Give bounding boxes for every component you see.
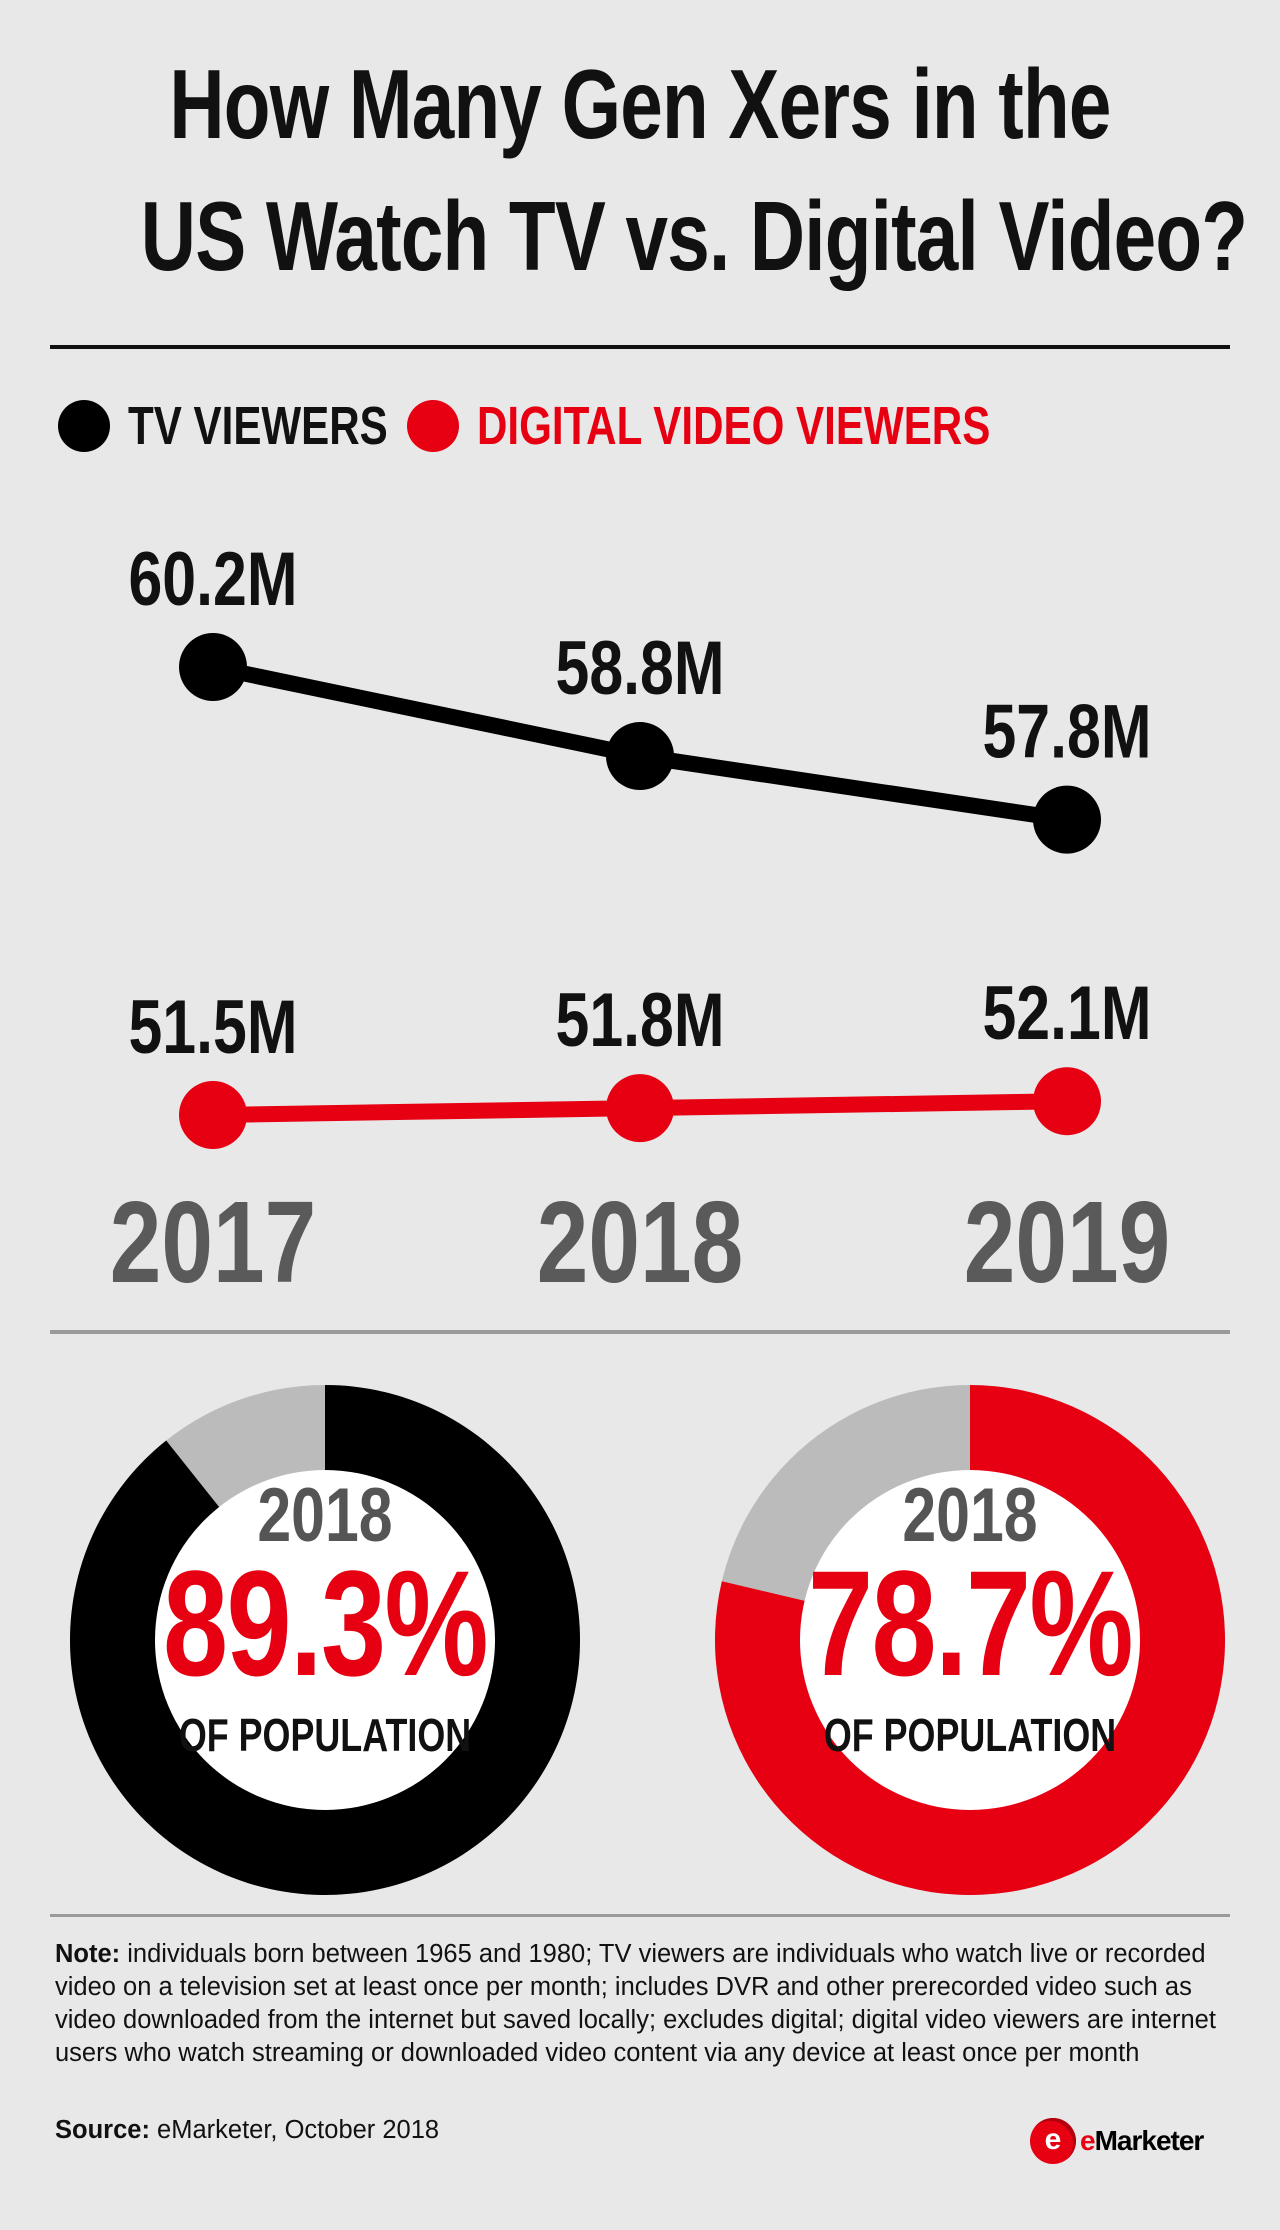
legend-item-tv: TV VIEWERS	[58, 396, 461, 456]
donut-svg-tv	[69, 1385, 581, 1895]
donut-svg-digital	[715, 1385, 1225, 1895]
x-tick-label-2019: 2019	[964, 1178, 1170, 1307]
title-line-2: US Watch TV vs. Digital Video?	[140, 181, 1248, 291]
line-chart: 60.2M 58.8M 57.8M 51.5M 51.8M 52.1M 2017 2018 20…	[110, 537, 1170, 1308]
data-point-digital-2018	[606, 1074, 674, 1143]
legend-label-tv: TV VIEWERS	[128, 396, 388, 456]
page-title: How Many Gen Xers in the US Watch TV vs.…	[140, 38, 1248, 302]
source-text: Source: eMarketer, October 2018	[55, 2116, 439, 2145]
donut-hole-digital	[800, 1470, 1140, 1810]
donut-caption-digital: OF POPULATION	[823, 1709, 1117, 1761]
data-label-tv-2017: 60.2M	[129, 537, 298, 622]
donut-caption-tv: OF POPULATION	[178, 1709, 472, 1761]
data-label-digital-2019: 52.1M	[983, 971, 1152, 1056]
donut-year-tv: 2018	[257, 1473, 393, 1558]
donut-percent-tv: 89.3%	[163, 1539, 489, 1707]
wordmark-rest: Marketer	[1094, 2125, 1205, 2156]
wordmark-prefix: e	[1080, 2125, 1096, 2156]
note-text: Note: individuals born between 1965 and …	[55, 1938, 1235, 2070]
divider-middle	[50, 1330, 1230, 1334]
data-label-tv-2018: 58.8M	[556, 626, 725, 711]
donut-chart-tv: 2018 89.3% OF POPULATION	[55, 1380, 595, 1900]
data-point-digital-2017	[179, 1081, 247, 1149]
data-point-digital-2019	[1033, 1067, 1101, 1136]
divider-bottom	[50, 1914, 1230, 1917]
emarketer-logo: e eMarketer	[1030, 2118, 1205, 2164]
donut-percent-digital: 78.7%	[808, 1539, 1134, 1707]
data-label-digital-2018: 51.8M	[556, 978, 725, 1063]
legend-item-digital: DIGITAL VIDEO VIEWERS	[407, 396, 1135, 456]
data-label-digital-2017: 51.5M	[129, 985, 298, 1070]
data-point-tv-2017	[179, 633, 247, 701]
divider-top	[50, 345, 1230, 349]
data-label-tv-2019: 57.8M	[983, 689, 1152, 774]
x-tick-label-2018: 2018	[537, 1178, 743, 1307]
source-body: eMarketer, October 2018	[149, 2116, 440, 2144]
title-line-1: How Many Gen Xers in the	[169, 49, 1111, 159]
x-tick-label-2017: 2017	[110, 1178, 316, 1307]
emarketer-wordmark: eMarketer	[1080, 2125, 1205, 2157]
source-label: Source:	[55, 2116, 150, 2144]
donut-hole-tv	[155, 1470, 495, 1810]
legend-dot-digital-icon	[407, 400, 459, 452]
emarketer-logo-icon: e	[1030, 2118, 1076, 2164]
note-label: Note:	[55, 1940, 121, 1968]
legend-dot-tv-icon	[58, 400, 110, 452]
data-point-tv-2018	[606, 722, 674, 791]
data-point-tv-2019	[1033, 785, 1101, 854]
note-body: individuals born between 1965 and 1980; …	[55, 1940, 1216, 2067]
donut-chart-digital: 2018 78.7% OF POPULATION	[700, 1380, 1240, 1900]
donut-year-digital: 2018	[902, 1473, 1038, 1558]
legend-label-digital: DIGITAL VIDEO VIEWERS	[477, 396, 991, 456]
